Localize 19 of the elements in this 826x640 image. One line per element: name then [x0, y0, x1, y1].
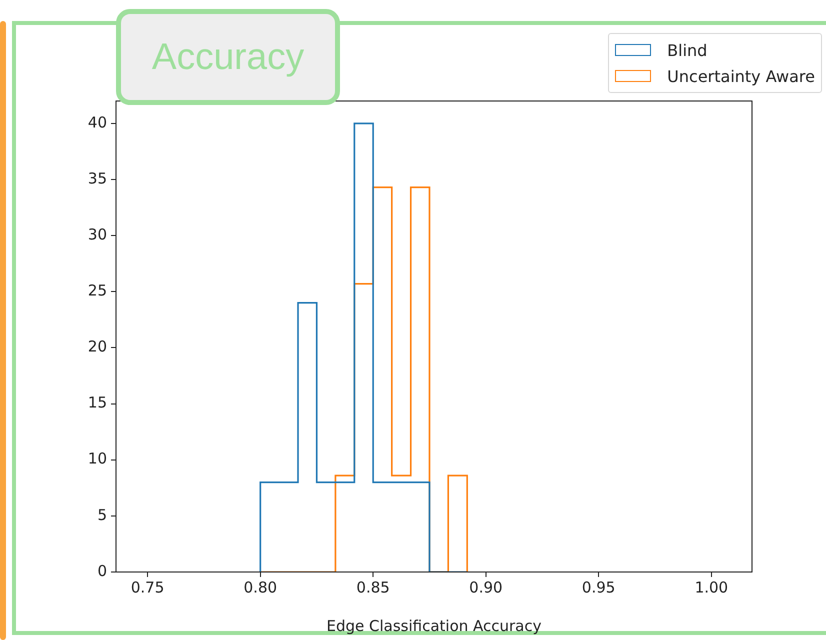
y-tick-label: 0 — [97, 562, 107, 580]
legend-label: Blind — [667, 40, 708, 60]
y-tick-label: 40 — [88, 113, 107, 132]
y-tick-label: 35 — [88, 169, 107, 188]
legend-label: Uncertainty Aware — [667, 66, 815, 86]
y-tick-label: 5 — [97, 506, 107, 524]
x-tick-label: 0.95 — [582, 578, 616, 596]
x-axis-title: Edge Classification Accuracy — [326, 616, 542, 635]
y-tick-label: 20 — [88, 338, 107, 356]
y-tick-label: 15 — [88, 394, 107, 412]
chart-title: Accuracy — [116, 9, 340, 105]
x-tick-label: 0.90 — [469, 578, 503, 596]
y-tick-label: 30 — [88, 225, 107, 244]
x-tick-label: 0.75 — [130, 578, 164, 596]
y-tick-label: 10 — [88, 450, 107, 468]
x-tick-label: 0.85 — [356, 578, 390, 596]
y-tick-label: 25 — [88, 282, 107, 300]
x-tick-label: 1.00 — [694, 578, 728, 596]
x-tick-label: 0.80 — [244, 578, 278, 596]
